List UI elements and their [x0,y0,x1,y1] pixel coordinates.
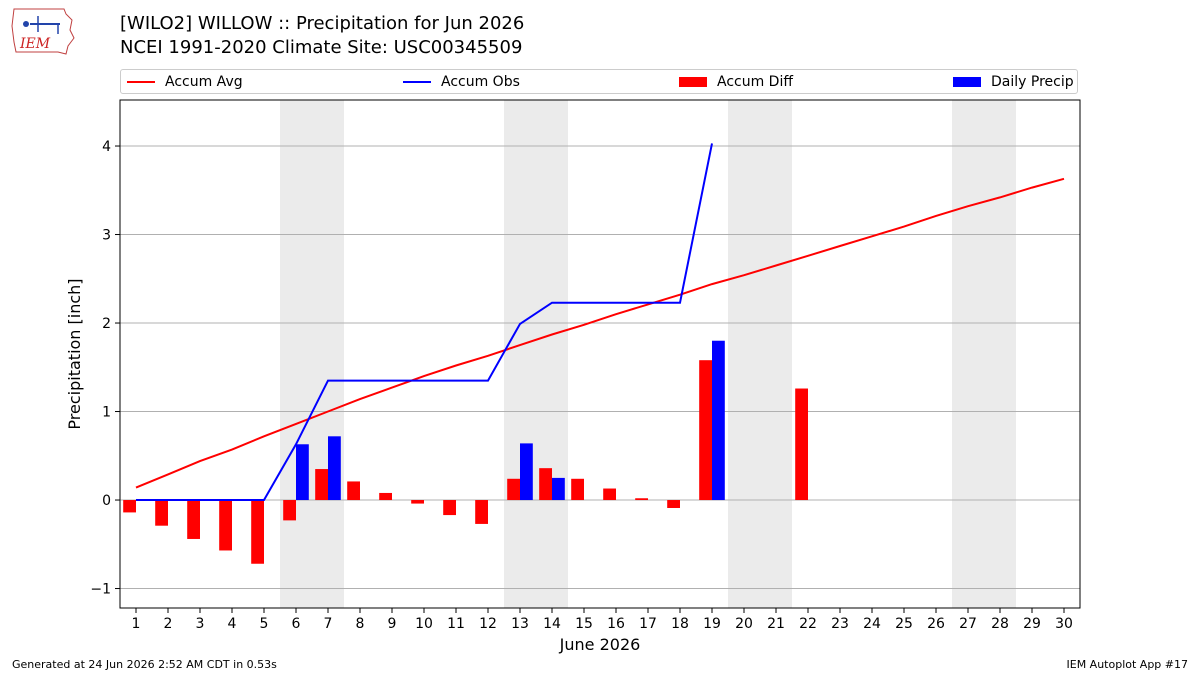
weekend-shade [504,100,568,608]
legend-item-accum-obs: Accum Obs [403,73,520,91]
x-tick-label: 4 [228,616,237,632]
daily-precip-bar [328,436,341,501]
legend-label: Daily Precip [991,74,1074,90]
accum-diff-bar [283,500,296,521]
accum-diff-bar [315,469,328,501]
x-tick-label: 20 [735,616,753,632]
daily-precip-bar [712,340,725,501]
x-tick-label: 28 [991,616,1009,632]
x-tick-label: 30 [1055,616,1073,632]
accum-diff-bar [379,492,392,501]
x-tick-label: 21 [767,616,785,632]
accum-diff-bar [155,500,168,526]
x-tick-label: 24 [863,616,881,632]
accum-diff-bar [603,488,616,501]
x-tick-label: 26 [927,616,945,632]
y-tick-label: 1 [102,405,111,421]
x-tick-label: 2 [164,616,173,632]
accum-avg-line [135,177,1065,489]
daily-precip-bar [552,477,565,501]
footer-generated-text: Generated at 24 Jun 2026 2:52 AM CDT in … [12,658,277,671]
legend-item-daily-precip: Daily Precip [953,73,1074,91]
legend-swatch-accum-avg [127,81,155,83]
x-tick-label: 5 [260,616,269,632]
x-tick-label: 29 [1023,616,1041,632]
weekend-shade [952,100,1016,608]
footer-app-label: IEM Autoplot App #17 [1066,658,1189,671]
x-tick-label: 17 [639,616,657,632]
accum-diff-bar [539,468,552,501]
accum-diff-bar [699,360,712,501]
accum-obs-line [136,143,713,501]
x-tick-label: 15 [575,616,593,632]
legend-label: Accum Diff [717,74,794,90]
y-tick-label: 3 [102,228,111,244]
weekend-shade [280,100,344,608]
chart-title: [WILO2] WILLOW :: Precipitation for Jun … [120,13,525,34]
x-tick-label: 3 [196,616,205,632]
x-tick-label: 13 [511,616,529,632]
legend: Accum Avg Accum Obs Accum Diff Daily Pre… [120,69,1078,94]
x-tick-label: 11 [447,616,465,632]
daily-precip-bar [296,444,309,501]
x-tick-label: 19 [703,616,721,632]
y-axis-label: Precipitation [inch] [65,278,84,429]
y-tick-label: 4 [102,139,111,155]
y-tick-label: 0 [102,493,111,509]
y-tick-label: 2 [102,316,111,332]
chart-subtitle: NCEI 1991-2020 Climate Site: USC00345509 [120,37,523,58]
x-tick-label: 14 [543,616,561,632]
legend-swatch-daily-precip [953,77,981,87]
x-tick-label: 12 [479,616,497,632]
x-tick-label: 10 [415,616,433,632]
accum-diff-bar [411,500,424,504]
accum-diff-bar [219,500,232,551]
x-tick-label: 18 [671,616,689,632]
accum-diff-bar [571,478,584,501]
x-tick-label: 25 [895,616,913,632]
legend-item-accum-avg: Accum Avg [127,73,243,91]
accum-diff-bar [443,500,456,516]
x-tick-label: 22 [799,616,817,632]
legend-label: Accum Obs [441,74,520,90]
weekend-shade [728,100,792,608]
x-tick-label: 6 [292,616,301,632]
daily-precip-bar [520,443,533,501]
x-tick-label: 16 [607,616,625,632]
iem-logo-icon: IEM [11,8,75,55]
logo-text: IEM [19,36,51,52]
accum-diff-bar [475,500,488,524]
legend-item-accum-diff: Accum Diff [679,73,793,91]
x-tick-label: 8 [356,616,365,632]
accum-diff-bar [123,500,136,513]
y-tick-label: −1 [90,582,111,598]
accum-diff-bar [795,388,808,501]
accum-diff-bar [251,500,264,564]
accum-diff-bar [667,500,680,508]
x-tick-label: 23 [831,616,849,632]
legend-swatch-accum-diff [679,77,707,87]
x-axis-label: June 2026 [559,635,641,654]
legend-swatch-accum-obs [403,81,431,83]
legend-label: Accum Avg [165,74,243,90]
x-tick-label: 27 [959,616,977,632]
accum-diff-bar [507,478,520,501]
accum-diff-bar [347,481,360,501]
accum-diff-bar [635,498,648,501]
x-tick-label: 9 [388,616,397,632]
x-tick-label: 1 [132,616,141,632]
x-tick-label: 7 [324,616,333,632]
plot-frame [119,99,1081,609]
accum-diff-bar [187,500,200,539]
